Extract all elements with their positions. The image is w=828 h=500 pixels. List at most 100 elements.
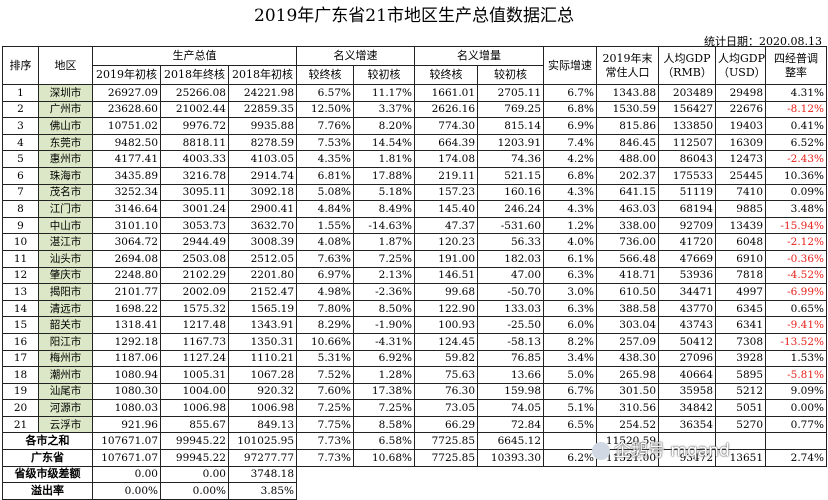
cell-resident-pop: 254.52 — [596, 415, 660, 434]
cell-region: 肇庆市 — [38, 266, 93, 285]
summary-label: 广东省 — [2, 449, 93, 467]
cell-growth-vs-initial: 7.25% — [353, 399, 416, 417]
cell-growth-vs-initial: 11.17% — [353, 84, 416, 102]
cell-census-adj-rate: -8.12% — [765, 100, 828, 119]
cell-gdp-2018-initial: 2152.47 — [227, 283, 298, 301]
table-row: 19 汕尾市 1080.30 1004.00 920.32 7.60% 17.38% 76.3… — [2, 382, 828, 401]
cell-growth-vs-initial: 7.25% — [353, 249, 416, 268]
cell-gdp-2018-initial: 3008.39 — [227, 233, 298, 251]
cell-gdp-2019-initial: 3146.64 — [92, 200, 161, 218]
cell-growth-vs-initial: 17.88% — [353, 166, 416, 185]
cell-census-adj-rate: 0.65% — [765, 299, 828, 318]
cell-census-adj-rate: 0.77% — [765, 415, 828, 434]
cell-gdp-pc-usd: 16309 — [715, 133, 767, 152]
cell-resident-pop: 488.00 — [596, 150, 660, 168]
cell-gdp-2018-final: 2102.29 — [160, 266, 229, 285]
cell-growth-vs-final: 4.98% — [296, 283, 355, 301]
cell-gdp-pc-rmb: 35958 — [658, 382, 717, 401]
cell-resident-pop: 338.00 — [596, 216, 660, 235]
cell-resident-pop: 202.37 — [596, 166, 660, 185]
cell-rank: 9 — [2, 216, 39, 235]
cell-census-adj-rate: 3.48% — [765, 200, 828, 218]
cell-region: 河源市 — [38, 399, 93, 417]
header-rank: 排序 — [2, 46, 39, 85]
cell-gdp-2019-initial: 2101.77 — [92, 283, 161, 301]
cell-resident-pop: 463.03 — [596, 200, 660, 218]
cell-gdp-pc-usd: 6345 — [715, 299, 767, 318]
cell-real-growth: 6.3% — [543, 299, 598, 318]
cell: 99945.22 — [160, 449, 229, 467]
cell-gdp-2019-initial: 23628.60 — [92, 100, 161, 119]
cell-gdp-2019-initial: 1292.18 — [92, 332, 161, 351]
cell-gdp-pc-usd: 5270 — [715, 415, 767, 434]
cell-rank: 21 — [2, 415, 39, 434]
cell: 7.73% — [296, 432, 355, 451]
cell-region: 江门市 — [38, 200, 93, 218]
cell-gdp-2019-initial: 921.96 — [92, 415, 161, 434]
cell-gdp-pc-usd: 7410 — [715, 183, 767, 202]
cell-real-growth: 8.2% — [543, 332, 598, 351]
cell-real-growth: 6.8% — [543, 166, 598, 185]
cell-increase-vs-final: 76.30 — [414, 382, 479, 401]
cell-gdp-pc-rmb: 133850 — [658, 117, 717, 135]
cell-growth-vs-final: 10.66% — [296, 332, 355, 351]
cell-resident-pop: 846.45 — [596, 133, 660, 152]
cell: 6.2% — [543, 449, 598, 467]
header-resident-pop: 2019年末 常住人口 — [596, 46, 660, 85]
stat-date: 统计日期：2020.08.13 — [704, 35, 822, 48]
cell-real-growth: 6.0% — [543, 316, 598, 334]
table-row: 17 梅州市 1187.06 1127.24 1110.21 5.31% 6.92% 59.8… — [2, 349, 828, 368]
header-inc-vs-initial: 较初核 — [477, 65, 545, 85]
cell: 10393.30 — [477, 449, 545, 467]
watermark: 企鹅号 mqand — [592, 436, 730, 461]
cell-increase-vs-initial: 160.16 — [477, 183, 545, 202]
table-row: 21 云浮市 921.96 855.67 849.13 7.75% 8.58% 66.29 72… — [2, 415, 828, 434]
cell-increase-vs-initial: 1203.91 — [477, 133, 545, 152]
cell-real-growth: 6.5% — [543, 415, 598, 434]
cell-real-growth: 7.4% — [543, 133, 598, 152]
cell-region: 清远市 — [38, 299, 93, 318]
cell-resident-pop: 815.86 — [596, 117, 660, 135]
header-nominal-increase: 名义增量 — [414, 46, 545, 66]
cell-real-growth: 6.1% — [543, 249, 598, 268]
cell-gdp-2018-initial: 2914.74 — [227, 166, 298, 185]
cell-increase-vs-final: 146.51 — [414, 266, 479, 285]
cell-growth-vs-final: 7.63% — [296, 249, 355, 268]
summary-row-all-cities: 各市之和 107671.07 99945.22 101025.95 7.73% … — [2, 432, 828, 451]
summary-label: 各市之和 — [2, 432, 93, 451]
cell-gdp-pc-rmb: 175533 — [658, 166, 717, 185]
cell-gdp-2018-final: 855.67 — [160, 415, 229, 434]
table-row: 12 肇庆市 2248.80 2102.29 2201.80 6.97% 2.13% 146.… — [2, 266, 828, 285]
cell-growth-vs-final: 5.31% — [296, 349, 355, 368]
cell-census-adj-rate: 9.09% — [765, 382, 828, 401]
cell: 0.00% — [160, 482, 229, 500]
table-row: 20 河源市 1080.03 1006.98 1006.98 7.25% 7.25% 73.0… — [2, 399, 828, 417]
cell-gdp-2018-final: 21002.44 — [160, 100, 229, 119]
cell-rank: 19 — [2, 382, 39, 401]
table-body: 1 深圳市 26927.09 25266.08 24221.98 6.57% 11.17% 1… — [2, 84, 828, 434]
cell-region: 茂名市 — [38, 183, 93, 202]
cell-gdp-2018-initial: 8278.59 — [227, 133, 298, 152]
cell-gdp-pc-usd: 19403 — [715, 117, 767, 135]
table-row: 16 阳江市 1292.18 1167.73 1350.31 10.66% -4.31% 12… — [2, 332, 828, 351]
cell-rank: 5 — [2, 150, 39, 168]
cell-growth-vs-initial: 14.54% — [353, 133, 416, 152]
cell-growth-vs-initial: 8.50% — [353, 299, 416, 318]
cell-gdp-2018-final: 3053.73 — [160, 216, 229, 235]
cell-gdp-2018-final: 9976.72 — [160, 117, 229, 135]
cell-gdp-pc-rmb: 34842 — [658, 399, 717, 417]
cell-gdp-pc-rmb: 92709 — [658, 216, 717, 235]
header-gdp-2018-initial: 2018年初核 — [227, 65, 298, 85]
cell-gdp-pc-rmb: 41720 — [658, 233, 717, 251]
cell-growth-vs-final: 7.76% — [296, 117, 355, 135]
table-row: 6 珠海市 3435.89 3216.78 2914.74 6.81% 17.88% 219.… — [2, 166, 828, 185]
cell: 0.00 — [160, 465, 229, 484]
table-row: 7 茂名市 3252.34 3095.11 3092.18 5.08% 5.18% 157.2… — [2, 183, 828, 202]
cell-increase-vs-final: 1661.01 — [414, 84, 479, 102]
cell-gdp-2018-final: 1167.73 — [160, 332, 229, 351]
cell-gdp-2019-initial: 3101.10 — [92, 216, 161, 235]
cell-census-adj-rate: -2.12% — [765, 233, 828, 251]
cell-gdp-2018-initial: 9935.88 — [227, 117, 298, 135]
cell-resident-pop: 418.71 — [596, 266, 660, 285]
cell: 6.58% — [353, 432, 416, 451]
